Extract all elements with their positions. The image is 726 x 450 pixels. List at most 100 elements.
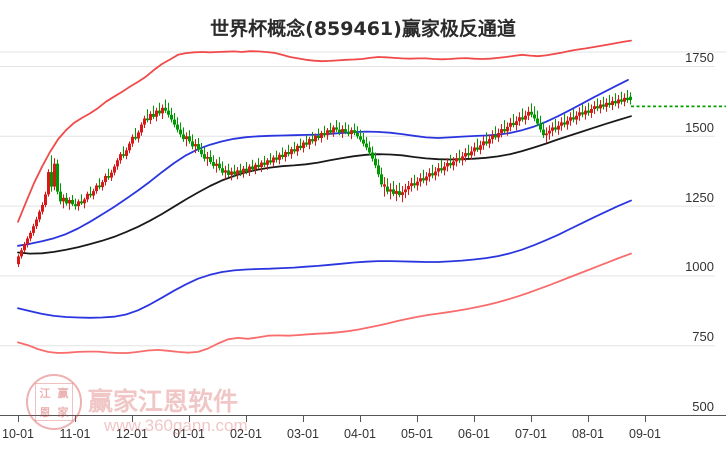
x-tick-label-09-01: 09-01: [629, 427, 661, 441]
series-line-center_line: [17, 115, 632, 255]
candle-body: [140, 124, 143, 133]
candle-body: [611, 101, 614, 105]
y-tick-label-1250: 1250: [685, 189, 714, 205]
candle-body: [512, 122, 515, 126]
candle-body: [287, 152, 290, 155]
candle-body: [131, 136, 134, 144]
candle-body: [416, 181, 419, 186]
page-title: 世界杯概念(859461)赢家极反通道: [210, 18, 516, 40]
candle-body: [413, 183, 416, 186]
candle-body: [161, 107, 164, 114]
candle-body: [41, 205, 44, 212]
candle-body: [410, 183, 413, 186]
candle-body: [482, 141, 485, 146]
candle-body: [332, 127, 335, 133]
candle-body: [347, 131, 350, 135]
candle-body: [308, 139, 311, 145]
candle-body: [86, 193, 89, 200]
x-tick-label-08-01: 08-01: [572, 427, 604, 441]
candle-body: [248, 166, 251, 172]
candle-body: [218, 163, 221, 169]
candle-body: [620, 99, 623, 102]
series-line-upper_band: [17, 39, 632, 223]
candle-body: [275, 157, 278, 160]
candlestick-series: [17, 90, 632, 267]
candle-body: [509, 122, 512, 127]
candle-body: [314, 135, 317, 142]
candle-body: [566, 120, 569, 125]
candle-body: [257, 164, 260, 167]
candle-body: [548, 130, 551, 134]
candle-body: [224, 170, 227, 173]
candle-body: [599, 104, 602, 109]
candle-body: [35, 219, 38, 227]
x-tick-label-04-01: 04-01: [344, 427, 376, 441]
candle-body: [419, 178, 422, 182]
candle-body: [545, 133, 548, 136]
candle-body: [584, 110, 587, 115]
candle-body: [383, 184, 386, 187]
candle-body: [242, 168, 245, 174]
candle-body: [626, 97, 629, 100]
candle-body: [458, 158, 461, 161]
candle-body: [110, 172, 113, 178]
candle-body: [470, 151, 473, 156]
candle-body: [551, 127, 554, 131]
candle-body: [284, 152, 287, 157]
candle-body: [62, 197, 65, 202]
candle-body: [59, 191, 62, 202]
candle-body: [71, 200, 74, 205]
candle-body: [485, 141, 488, 144]
y-tick-label-1500: 1500: [685, 119, 714, 135]
candle-body: [260, 162, 263, 168]
candle-body: [38, 211, 41, 220]
candle-body: [497, 133, 500, 138]
candle-body: [386, 186, 389, 192]
candle-body: [89, 193, 92, 196]
series-line-lower_band: [17, 252, 632, 354]
candle-body: [506, 126, 509, 132]
candle-body: [428, 173, 431, 177]
candle-body: [473, 147, 476, 152]
candle-body: [44, 194, 47, 205]
candle-body: [434, 171, 437, 176]
candle-body: [575, 115, 578, 120]
candle-body: [452, 161, 455, 166]
candle-body: [437, 168, 440, 172]
candle-body: [587, 110, 590, 113]
candle-body: [305, 142, 308, 145]
candle-body: [152, 114, 155, 117]
candle-body: [233, 171, 236, 175]
candle-body: [569, 117, 572, 121]
candle-body: [500, 129, 503, 133]
candle-body: [203, 154, 206, 159]
candle-body: [185, 136, 188, 140]
candle-body: [119, 154, 122, 161]
candle-body: [443, 166, 446, 171]
candle-body: [629, 96, 632, 101]
candle-body: [227, 170, 230, 175]
candle-body: [335, 127, 338, 130]
candle-body: [389, 189, 392, 192]
candle-body: [107, 176, 110, 178]
candle-body: [542, 129, 545, 136]
candle-body: [278, 154, 281, 160]
candle-body: [179, 129, 182, 135]
candle-body: [215, 163, 218, 166]
candle-body: [446, 163, 449, 167]
candle-body: [245, 168, 248, 172]
candle-body: [464, 153, 467, 157]
candle-body: [236, 170, 239, 175]
candle-body: [494, 135, 497, 138]
y-tick-label-1000: 1000: [685, 259, 714, 275]
candle-body: [605, 102, 608, 107]
candle-body: [356, 133, 359, 137]
x-tick-label-11-01: 11-01: [59, 427, 91, 441]
candle-body: [323, 133, 326, 136]
x-tick-label-12-01: 12-01: [116, 427, 148, 441]
candle-body: [155, 110, 158, 117]
candle-body: [557, 125, 560, 130]
candle-body: [359, 136, 362, 140]
candle-body: [290, 149, 293, 155]
